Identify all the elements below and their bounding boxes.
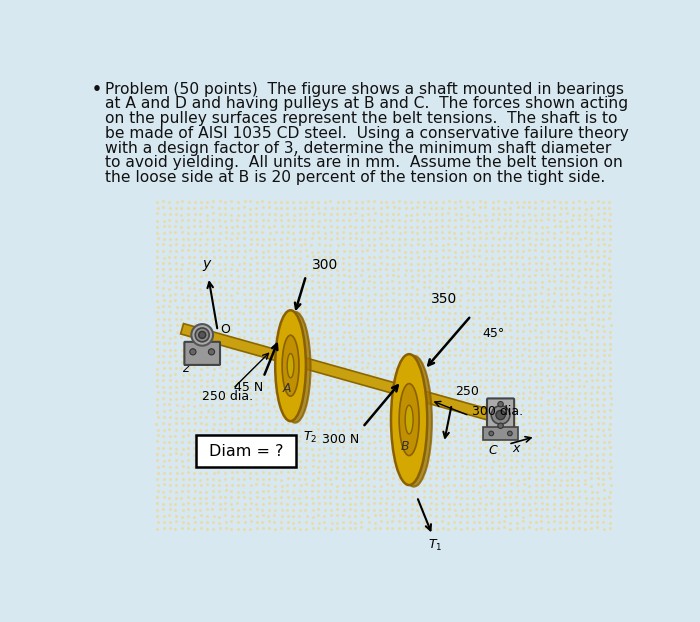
- Ellipse shape: [282, 335, 299, 396]
- Text: x: x: [512, 442, 520, 455]
- Text: to avoid yielding.  All units are in mm.  Assume the belt tension on: to avoid yielding. All units are in mm. …: [104, 156, 622, 170]
- Text: 300: 300: [312, 258, 339, 272]
- Text: C: C: [489, 444, 497, 457]
- Text: with a design factor of 3, determine the minimum shaft diameter: with a design factor of 3, determine the…: [104, 141, 611, 156]
- Text: at A and D and having pulleys at B and C.  The forces shown acting: at A and D and having pulleys at B and C…: [104, 96, 628, 111]
- Text: 45 N: 45 N: [234, 381, 263, 394]
- Ellipse shape: [280, 312, 311, 423]
- Text: 45°: 45°: [483, 327, 505, 340]
- FancyBboxPatch shape: [487, 399, 514, 432]
- Text: $T_1$: $T_1$: [428, 538, 442, 554]
- Text: •: •: [92, 81, 102, 96]
- Text: O: O: [220, 323, 230, 336]
- Text: on the pulley surfaces represent the belt tensions.  The shaft is to: on the pulley surfaces represent the bel…: [104, 111, 617, 126]
- Text: B: B: [401, 440, 410, 453]
- Text: y: y: [203, 257, 211, 271]
- Circle shape: [491, 406, 510, 424]
- Circle shape: [498, 402, 503, 407]
- Text: 300 N: 300 N: [321, 434, 358, 447]
- Ellipse shape: [195, 328, 209, 342]
- Text: the loose side at B is 20 percent of the tension on the tight side.: the loose side at B is 20 percent of the…: [104, 170, 605, 185]
- Circle shape: [209, 349, 215, 355]
- Text: be made of AISI 1035 CD steel.  Using a conservative failure theory: be made of AISI 1035 CD steel. Using a c…: [104, 126, 629, 141]
- FancyBboxPatch shape: [184, 342, 220, 365]
- Text: Problem (50 points)  The figure shows a shaft mounted in bearings: Problem (50 points) The figure shows a s…: [104, 81, 624, 96]
- Circle shape: [190, 349, 196, 355]
- Text: Diam = ?: Diam = ?: [209, 443, 284, 458]
- Text: 2: 2: [190, 346, 198, 359]
- Circle shape: [498, 423, 503, 429]
- Text: z: z: [182, 361, 188, 374]
- FancyBboxPatch shape: [483, 427, 519, 440]
- Ellipse shape: [275, 310, 306, 421]
- Text: 250: 250: [456, 385, 480, 398]
- Text: 250 dia.: 250 dia.: [202, 391, 253, 403]
- Text: $T_2$: $T_2$: [303, 430, 317, 445]
- Ellipse shape: [199, 332, 206, 338]
- Ellipse shape: [405, 405, 413, 434]
- Circle shape: [508, 431, 512, 436]
- Text: 300 dia.: 300 dia.: [472, 406, 523, 419]
- Text: 350: 350: [431, 292, 457, 307]
- Ellipse shape: [191, 324, 213, 346]
- Ellipse shape: [399, 384, 419, 455]
- Ellipse shape: [395, 356, 432, 486]
- Text: A: A: [282, 383, 291, 396]
- Circle shape: [496, 411, 505, 420]
- Ellipse shape: [287, 353, 294, 378]
- Polygon shape: [181, 323, 508, 425]
- Ellipse shape: [391, 354, 427, 485]
- FancyBboxPatch shape: [196, 435, 296, 467]
- Circle shape: [489, 431, 493, 436]
